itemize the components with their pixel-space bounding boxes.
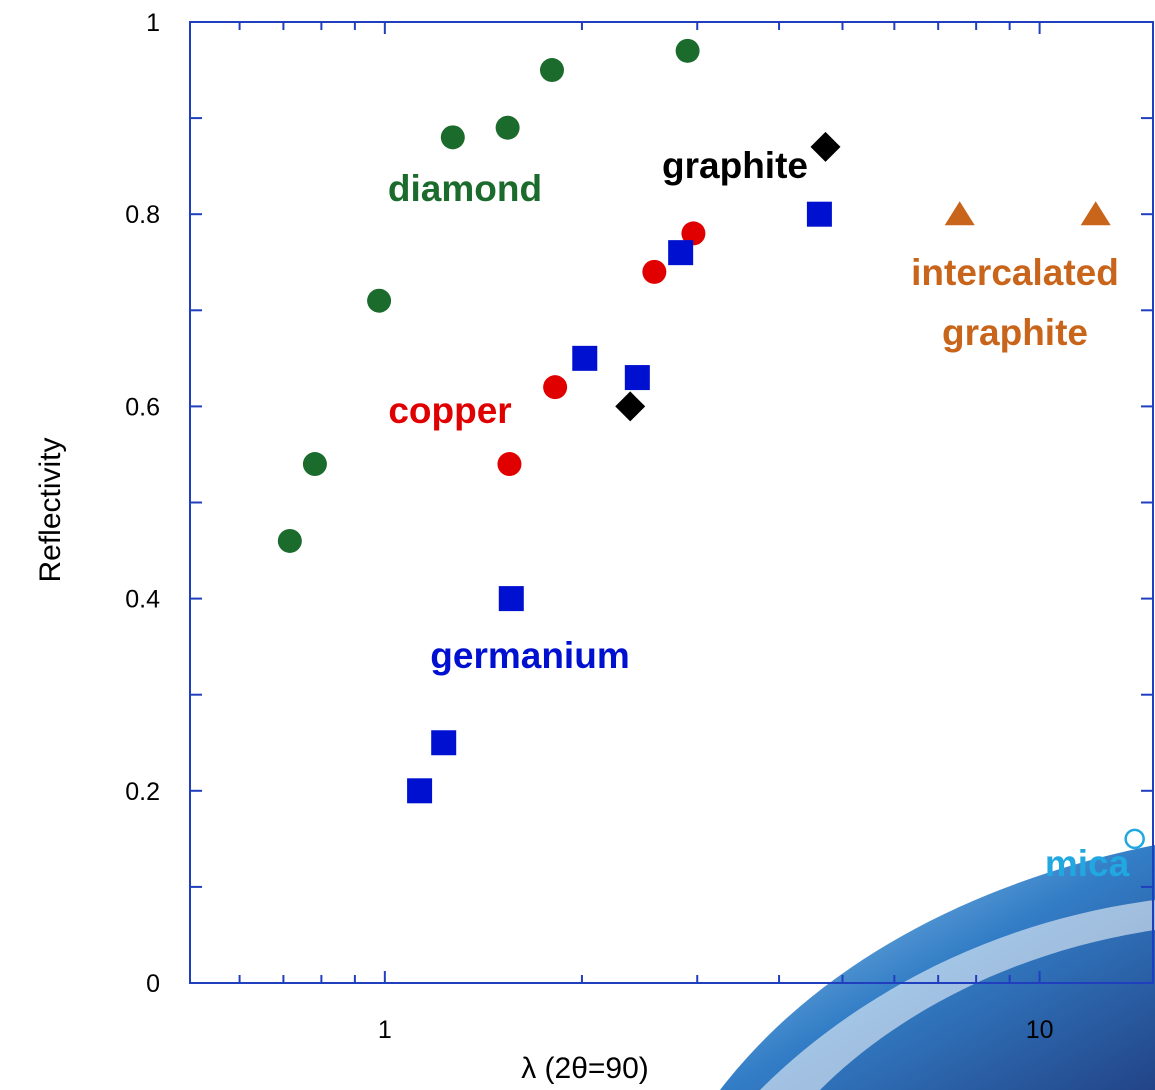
y-axis-label: Reflectivity xyxy=(34,437,67,582)
point xyxy=(624,365,650,391)
series-label: germanium xyxy=(430,635,629,676)
point xyxy=(539,58,564,83)
point xyxy=(642,259,667,284)
point xyxy=(1124,828,1145,850)
series-label: mica xyxy=(1045,843,1130,884)
x-axis-label: λ (2θ=90) xyxy=(521,1052,649,1085)
point xyxy=(675,38,700,63)
point xyxy=(806,201,832,227)
point xyxy=(681,221,706,246)
y-tick-label: 0 xyxy=(146,970,160,998)
point xyxy=(944,201,975,226)
point xyxy=(302,452,327,477)
y-tick-label: 1 xyxy=(146,9,160,37)
point xyxy=(495,115,520,140)
x-tick-label: 10 xyxy=(1026,1016,1054,1044)
decoration xyxy=(760,900,1155,1090)
point xyxy=(367,288,392,313)
series-label: copper xyxy=(388,390,511,431)
y-tick-label: 0.4 xyxy=(125,586,160,614)
point xyxy=(277,528,302,553)
y-tick-label: 0.8 xyxy=(125,201,160,229)
point xyxy=(497,452,522,477)
y-tick-label: 0.2 xyxy=(125,778,160,806)
point xyxy=(572,345,598,371)
point xyxy=(615,391,646,422)
point xyxy=(498,586,524,612)
y-tick-label: 0.6 xyxy=(125,393,160,421)
point xyxy=(407,778,433,804)
series-label: diamond xyxy=(388,168,542,209)
plot-frame xyxy=(189,21,1154,984)
point xyxy=(543,375,568,400)
point xyxy=(440,125,465,150)
series-label: graphite xyxy=(662,145,808,186)
x-tick-label: 1 xyxy=(378,1016,392,1044)
point xyxy=(1080,201,1111,226)
series-label: intercalated graphite xyxy=(911,252,1119,353)
point xyxy=(668,240,694,266)
point xyxy=(810,131,841,162)
point xyxy=(431,730,457,756)
